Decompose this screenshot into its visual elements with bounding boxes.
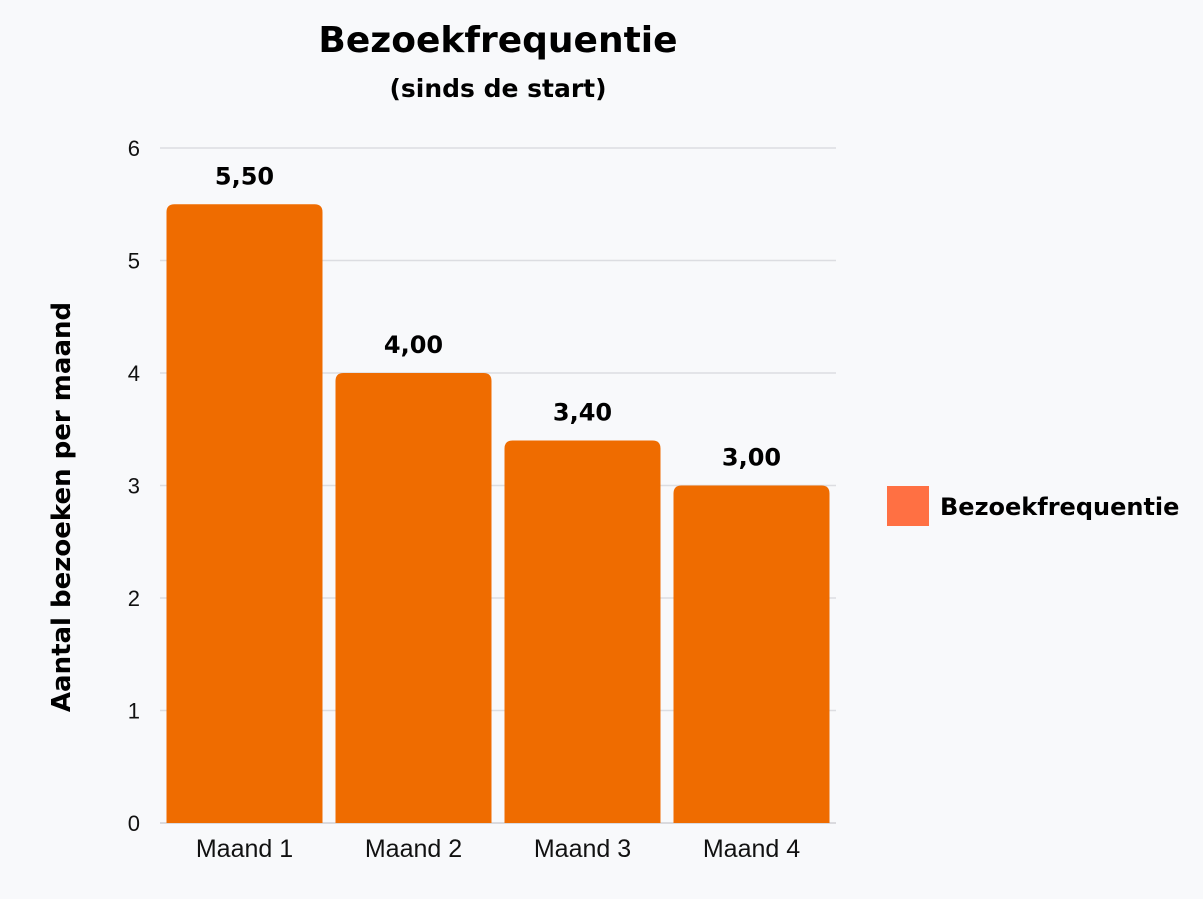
y-tick-label: 2 [128, 586, 140, 611]
data-label-4: 3,00 [722, 444, 781, 472]
y-axis-ticks: 0 1 2 3 4 5 6 [128, 136, 140, 836]
x-tick-label: Maand 2 [365, 835, 462, 863]
y-tick-label: 0 [128, 811, 140, 836]
bar-2 [335, 373, 492, 823]
legend-swatch [887, 486, 929, 526]
y-axis-label: Aantal bezoeken per maand [47, 302, 77, 712]
data-label-2: 4,00 [384, 331, 443, 359]
bar-4 [673, 485, 830, 823]
y-tick-label: 6 [128, 136, 140, 161]
legend: Bezoekfrequentie [887, 486, 1179, 526]
y-tick-label: 5 [128, 249, 140, 274]
chart-title: Bezoekfrequentie [318, 20, 677, 61]
x-tick-label: Maand 4 [703, 835, 800, 863]
bar-series [166, 204, 830, 823]
x-tick-label: Maand 1 [196, 835, 293, 863]
bar-1 [166, 204, 323, 823]
x-axis-ticks: Maand 1 Maand 2 Maand 3 Maand 4 [196, 835, 800, 863]
y-tick-label: 4 [128, 361, 140, 386]
bar-3 [504, 440, 661, 823]
data-label-3: 3,40 [553, 399, 612, 427]
legend-label: Bezoekfrequentie [940, 493, 1179, 521]
chart-subtitle: (sinds de start) [389, 74, 606, 103]
data-labels: 5,50 4,00 3,40 3,00 [215, 162, 781, 471]
data-label-1: 5,50 [215, 162, 274, 190]
y-tick-label: 1 [128, 699, 140, 724]
x-tick-label: Maand 3 [534, 835, 631, 863]
y-tick-label: 3 [128, 474, 140, 499]
